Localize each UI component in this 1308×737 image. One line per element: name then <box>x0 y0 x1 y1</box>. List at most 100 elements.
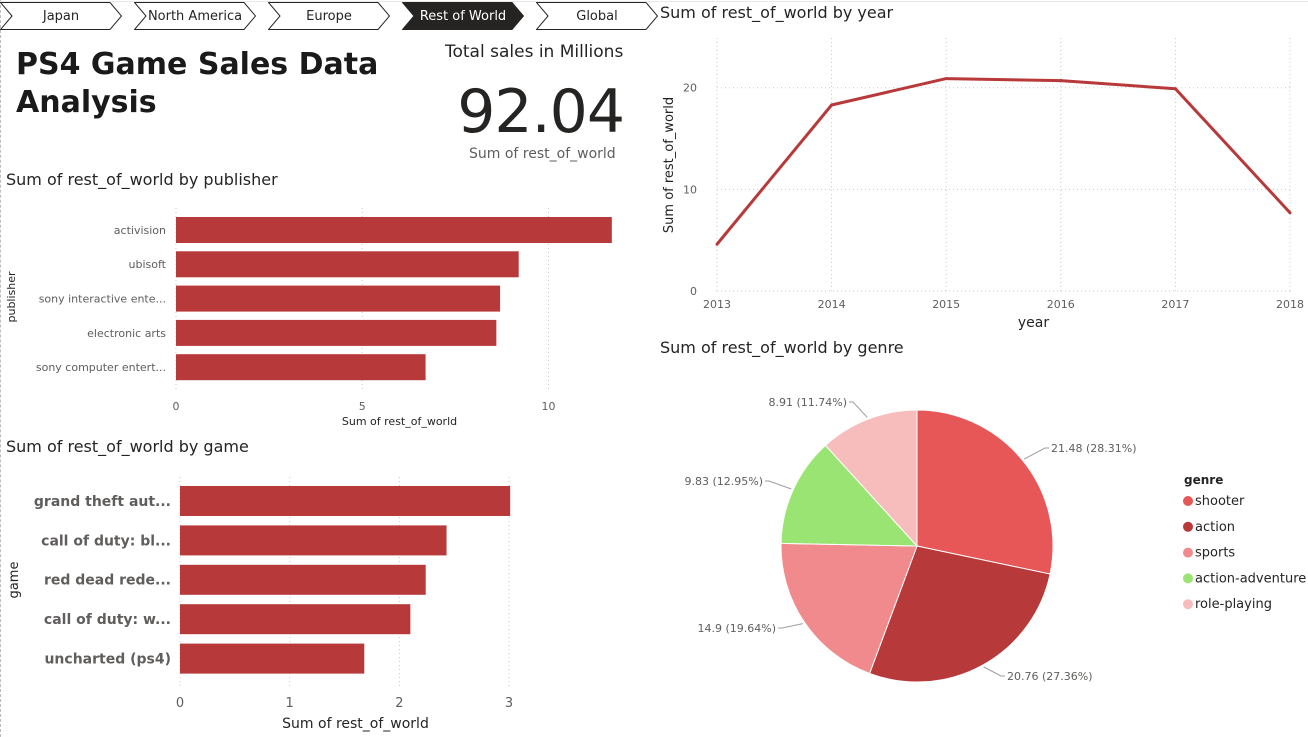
report-title: PS4 Game Sales Data Analysis <box>16 47 379 120</box>
tab-label: Rest of World <box>419 9 507 24</box>
bar <box>180 564 426 595</box>
page-navigator: Japan North America Europe Rest of World Glo… <box>0 0 660 34</box>
data-label: 14.9 (19.64%) <box>697 622 776 635</box>
tab-north-america[interactable]: North America <box>134 2 256 30</box>
bar <box>180 643 365 674</box>
data-label: 20.76 (27.36%) <box>1007 670 1093 683</box>
year-chart-title: Sum of rest_of_world by year <box>660 3 894 22</box>
x-tick-label: 2015 <box>932 298 960 311</box>
publisher-bar-chart[interactable]: 0 5 10 activision ubisoft sony interactive en… <box>0 196 640 436</box>
tab-europe[interactable]: Europe <box>268 2 390 30</box>
leader-line <box>765 480 792 490</box>
pie-slice-action-adventure <box>780 444 919 547</box>
category-label: sony computer entert... <box>36 361 166 374</box>
leader-line <box>983 666 1005 677</box>
x-tick-label: 2018 <box>1276 298 1304 311</box>
tab-rest-of-world[interactable]: Rest of World <box>402 2 524 30</box>
data-label: 9.83 (12.95%) <box>684 475 763 488</box>
data-point <box>944 77 948 81</box>
x-axis-title: year <box>1018 315 1049 331</box>
bar <box>176 319 497 346</box>
kpi-card-value: 92.04 <box>457 77 625 147</box>
bar <box>176 217 612 243</box>
data-point <box>830 103 834 107</box>
genre-pie-chart[interactable]: 21.48 (28.31%) 20.76 (27.36%) 14.9 (19.64%… <box>652 366 1308 737</box>
year-line-chart[interactable]: 2013 2014 2015 2016 2017 2018 0 10 20 year Sum of … <box>652 30 1308 336</box>
publisher-chart-title: Sum of rest_of_world by publisher <box>6 170 278 189</box>
data-label: 8.91 (11.74%) <box>768 396 847 409</box>
x-tick-label: 2 <box>395 696 403 711</box>
data-point <box>715 242 719 246</box>
x-tick-label: 5 <box>359 400 366 413</box>
legend-title: genre <box>1184 473 1223 487</box>
data-point <box>1173 87 1177 91</box>
legend-marker <box>1183 573 1193 584</box>
bar <box>176 251 519 278</box>
series-line <box>715 77 1292 246</box>
bar <box>176 285 501 312</box>
category-label: electronic arts <box>87 327 166 340</box>
category-label: call of duty: w... <box>44 612 171 628</box>
category-label: grand theft aut... <box>34 494 171 510</box>
tab-chevron-shape <box>134 2 256 30</box>
bar <box>180 486 511 516</box>
x-tick-label: 0 <box>173 400 180 413</box>
legend-item: sports <box>1195 546 1235 561</box>
pie-slice-shooter <box>916 409 1054 575</box>
tab-label: North America <box>147 9 243 24</box>
x-axis-title: Sum of rest_of_world <box>342 415 457 428</box>
category-label: red dead rede... <box>44 573 171 589</box>
x-tick-label: 2013 <box>703 298 731 311</box>
canvas-left-border <box>0 0 2 737</box>
pie-slice-sports <box>780 542 918 675</box>
legend-marker <box>1183 521 1193 532</box>
x-tick-label: 2017 <box>1161 298 1189 311</box>
y-axis-title: publisher <box>5 271 18 323</box>
category-label: sony interactive ente... <box>39 292 166 305</box>
legend-item: action-adventure <box>1195 571 1306 586</box>
tab-chevron-shape <box>536 2 658 30</box>
leader-line <box>849 401 868 418</box>
data-point <box>1288 211 1292 215</box>
legend-item: action <box>1195 520 1235 535</box>
x-axis-title: Sum of rest_of_world <box>282 716 429 732</box>
x-tick-label: 10 <box>542 400 556 413</box>
tab-label: Europe <box>306 9 352 24</box>
legend-marker <box>1183 599 1193 610</box>
data-label: 21.48 (28.31%) <box>1051 442 1137 455</box>
x-tick-label: 0 <box>176 696 184 711</box>
tab-chevron-shape <box>0 2 122 30</box>
kpi-card-title: Total sales in Millions <box>445 42 624 62</box>
game-chart-title: Sum of rest_of_world by game <box>6 437 249 456</box>
legend-item: shooter <box>1195 494 1245 509</box>
bar <box>180 604 411 635</box>
tab-global[interactable]: Global <box>536 2 658 30</box>
tab-chevron-shape <box>402 2 524 30</box>
tab-chevron-shape <box>268 2 390 30</box>
data-point <box>1059 79 1063 83</box>
legend-marker <box>1183 547 1193 558</box>
x-tick-label: 1 <box>286 696 294 711</box>
leader-line <box>1023 447 1049 460</box>
pie-slice-action <box>868 545 1051 683</box>
y-axis-title: Sum of rest_of_world <box>662 97 677 233</box>
category-label: ubisoft <box>129 258 167 271</box>
tab-label: Japan <box>42 9 80 24</box>
x-tick-label: 2014 <box>818 298 846 311</box>
y-tick-label: 20 <box>683 82 697 95</box>
y-tick-label: 0 <box>690 285 697 298</box>
legend-item: role-playing <box>1195 597 1272 612</box>
legend-marker <box>1183 496 1193 506</box>
x-tick-label: 2016 <box>1047 298 1075 311</box>
tab-japan[interactable]: Japan <box>0 2 122 30</box>
game-bar-chart[interactable]: 0 1 2 3 grand theft aut... call of duty: bl..… <box>0 465 640 737</box>
category-label: call of duty: bl... <box>41 533 171 549</box>
kpi-card-subtitle: Sum of rest_of_world <box>469 146 616 162</box>
category-label: uncharted (ps4) <box>44 652 171 668</box>
x-tick-label: 3 <box>505 696 513 711</box>
leader-line <box>778 623 804 629</box>
y-tick-label: 10 <box>683 183 697 196</box>
bar <box>180 525 447 556</box>
category-label: activision <box>114 224 166 237</box>
pie-slice-role-playing <box>824 409 918 548</box>
